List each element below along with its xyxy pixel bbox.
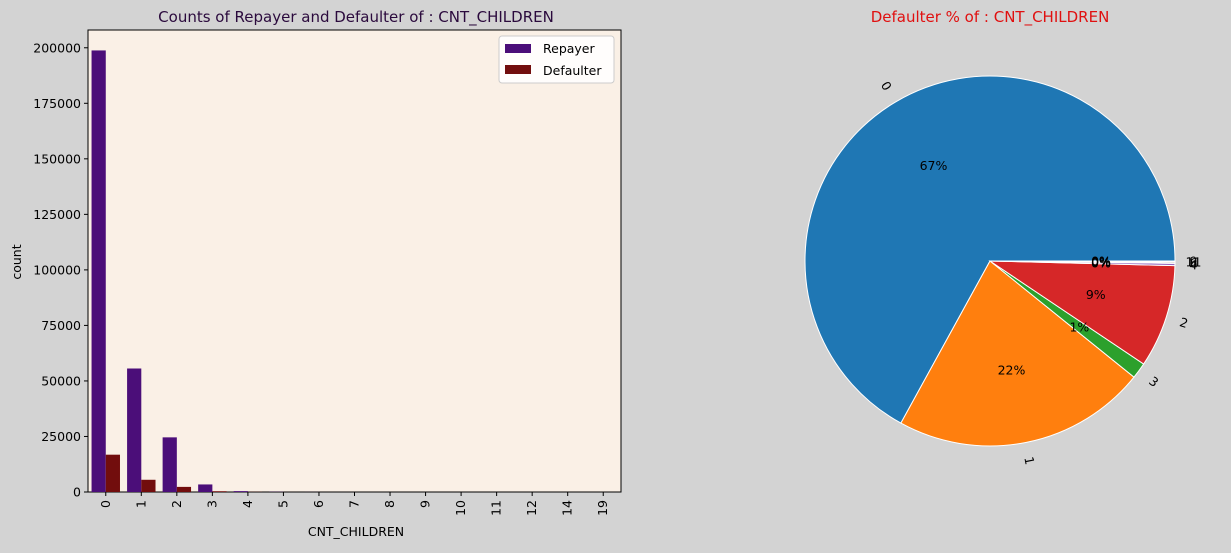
legend: Repayer Defaulter	[499, 36, 614, 83]
x-tick-label: 8	[382, 500, 397, 508]
legend-label-repayer: Repayer	[543, 41, 595, 56]
x-tick-label: 1	[133, 500, 148, 508]
bar-repayer-3	[198, 484, 212, 492]
pie-category-label-0: 0	[878, 79, 895, 94]
y-tick-label: 200000	[33, 40, 81, 55]
pie-pct-label-1: 22%	[998, 362, 1026, 377]
y-axis-label: count	[9, 244, 24, 279]
bar-chart-title: Counts of Repayer and Defaulter of : CNT…	[158, 8, 554, 27]
legend-swatch-repayer	[505, 44, 531, 53]
x-tick-label: 0	[98, 500, 113, 508]
bar-defaulter-1	[141, 480, 155, 492]
pie: 67%022%11%39%20%40%60%110%9	[805, 76, 1201, 466]
pie-category-label-3: 3	[1146, 373, 1161, 390]
y-tick-label: 175000	[33, 96, 81, 111]
y-tick-label: 25000	[41, 429, 81, 444]
bar-chart-panel: Counts of Repayer and Defaulter of : CNT…	[9, 8, 621, 539]
x-tick-label: 19	[595, 500, 610, 516]
x-tick-label: 7	[347, 500, 362, 508]
x-tick-label: 14	[560, 500, 575, 516]
x-tick-label: 5	[275, 500, 290, 508]
pie-chart-title: Defaulter % of : CNT_CHILDREN	[871, 8, 1110, 27]
y-tick-label: 50000	[41, 373, 81, 388]
bar-defaulter-2	[177, 487, 191, 492]
bar-defaulter-0	[106, 455, 120, 492]
x-tick-label: 6	[311, 500, 326, 508]
y-tick-label: 125000	[33, 207, 81, 222]
bar-repayer-1	[127, 369, 141, 492]
legend-label-defaulter: Defaulter	[543, 63, 602, 78]
y-tick-label: 100000	[33, 262, 81, 277]
pie-pct-label-0: 67%	[920, 158, 948, 173]
bar-defaulter-3	[212, 491, 226, 492]
pie-pct-label-9: 0%	[1091, 254, 1111, 269]
x-tick-label: 12	[524, 500, 539, 516]
legend-swatch-defaulter	[505, 65, 531, 74]
pie-pct-label-2: 9%	[1086, 287, 1106, 302]
y-tick-label: 150000	[33, 151, 81, 166]
plot-area	[88, 30, 621, 492]
pie-category-label-1: 1	[1021, 455, 1037, 466]
x-tick-label: 2	[169, 500, 184, 508]
x-tick-label: 3	[204, 500, 219, 508]
x-tick-label: 10	[453, 500, 468, 516]
bar-repayer-2	[163, 437, 177, 492]
x-tick-label: 9	[418, 500, 433, 508]
y-tick-label: 0	[73, 485, 81, 500]
bar-repayer-4	[234, 491, 248, 492]
x-axis-label: CNT_CHILDREN	[308, 524, 404, 539]
pie-category-label-2: 2	[1178, 314, 1190, 331]
pie-slice-9	[990, 261, 1175, 262]
bar-repayer-0	[92, 50, 106, 492]
x-tick-label: 11	[489, 500, 504, 516]
pie-chart-panel: Defaulter % of : CNT_CHILDREN 67% 0 22% 1 1%…	[805, 8, 1201, 466]
y-axis-ticks: 0 25000 50000 75000 100000 125000 150000 175000…	[33, 40, 88, 499]
y-tick-label: 75000	[41, 318, 81, 333]
x-tick-label: 4	[240, 500, 255, 508]
pie-pct-label-3: 1%	[1069, 319, 1089, 334]
pie-category-label-9: 9	[1190, 254, 1198, 269]
